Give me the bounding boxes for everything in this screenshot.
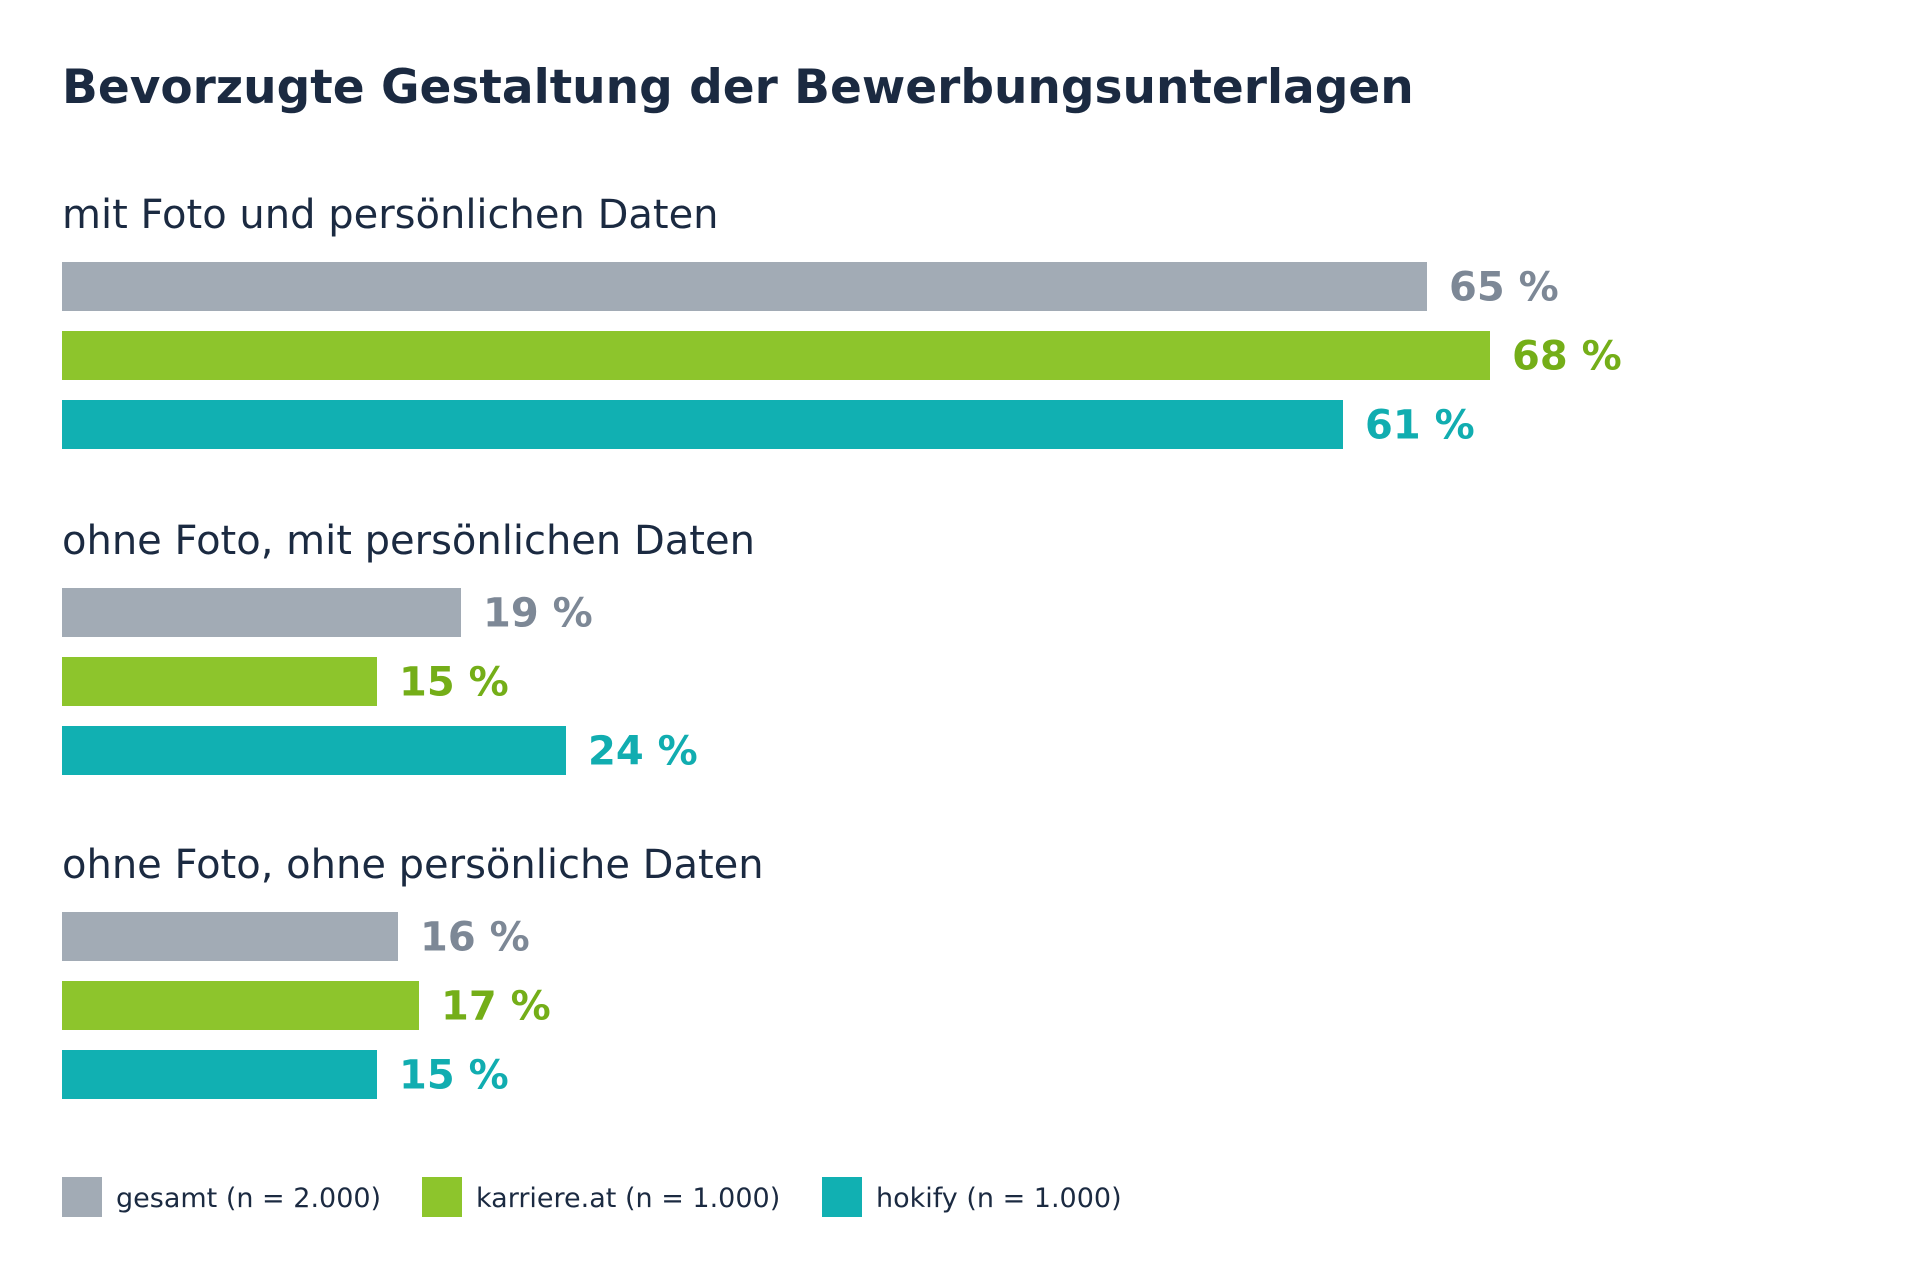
legend: gesamt (n = 2.000) karriere.at (n = 1.000…	[62, 1177, 1122, 1217]
bar	[62, 400, 1343, 449]
bar	[62, 657, 377, 706]
bar	[62, 588, 461, 637]
legend-label: hokify (n = 1.000)	[876, 1183, 1122, 1214]
category-label: ohne Foto, ohne persönliche Daten	[62, 842, 764, 888]
bar-group: ohne Foto, ohne persönliche Daten 16 % 17 …	[62, 842, 764, 1099]
bar-group: mit Foto und persönlichen Daten 65 % 68 % 6…	[62, 192, 1622, 449]
bar-groups: mit Foto und persönlichen Daten 65 % 68 % 6…	[62, 192, 1622, 1099]
legend-item: gesamt (n = 2.000)	[62, 1177, 381, 1217]
value-label: 65 %	[1449, 265, 1559, 311]
value-label: 61 %	[1365, 403, 1475, 449]
legend-item: hokify (n = 1.000)	[822, 1177, 1122, 1217]
chart-title: Bevorzugte Gestaltung der Bewerbungsunte…	[62, 60, 1414, 115]
legend-swatch	[422, 1177, 462, 1217]
legend-item: karriere.at (n = 1.000)	[422, 1177, 780, 1217]
value-label: 19 %	[483, 591, 593, 637]
value-label: 15 %	[399, 1053, 509, 1099]
value-label: 17 %	[441, 984, 551, 1030]
bar	[62, 331, 1490, 380]
value-label: 24 %	[588, 729, 698, 775]
legend-swatch	[62, 1177, 102, 1217]
bar	[62, 912, 398, 961]
legend-label: karriere.at (n = 1.000)	[476, 1183, 780, 1214]
value-label: 68 %	[1512, 334, 1622, 380]
bar	[62, 726, 566, 775]
bar	[62, 981, 419, 1030]
bar-group: ohne Foto, mit persönlichen Daten 19 % 15 …	[62, 518, 755, 775]
legend-label: gesamt (n = 2.000)	[116, 1183, 381, 1214]
bar	[62, 1050, 377, 1099]
category-label: ohne Foto, mit persönlichen Daten	[62, 518, 755, 564]
value-label: 16 %	[420, 915, 530, 961]
legend-swatch	[822, 1177, 862, 1217]
value-label: 15 %	[399, 660, 509, 706]
bar	[62, 262, 1427, 311]
category-label: mit Foto und persönlichen Daten	[62, 192, 719, 238]
